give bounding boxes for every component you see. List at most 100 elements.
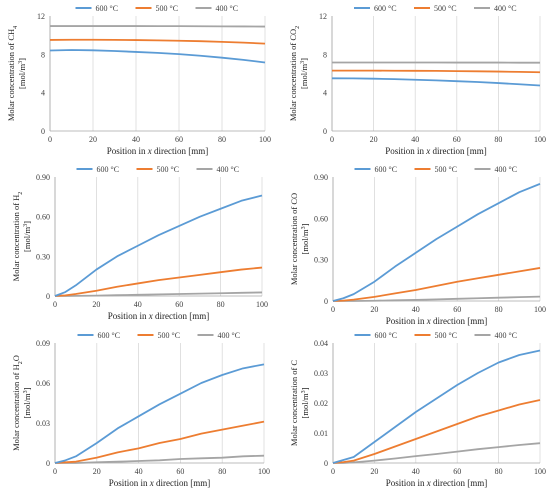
x-tick-label: 20 — [89, 135, 97, 144]
legend-label: 500 °C — [156, 4, 179, 13]
x-tick-label: 100 — [534, 305, 546, 314]
x-tick-label: 20 — [93, 467, 101, 476]
series-line-400 — [55, 454, 265, 464]
y-tick-label: 0.03 — [36, 419, 50, 428]
y-axis-unit: [mol/m3] — [300, 223, 310, 254]
x-tick-label: 20 — [370, 467, 378, 476]
y-axis-label: Molar concentration of H2 — [11, 192, 24, 282]
y-tick-label: 0.60 — [36, 213, 50, 222]
series-line-500 — [54, 420, 265, 464]
x-tick-label: 100 — [256, 300, 268, 309]
y-tick-label: 0.60 — [314, 214, 328, 223]
x-tick-label: 40 — [134, 300, 142, 309]
y-tick-label: 8 — [41, 50, 45, 59]
y-tick-label: 0 — [323, 127, 327, 136]
y-tick-label: 0.90 — [36, 173, 50, 182]
x-tick-label: 20 — [370, 135, 378, 144]
y-axis-label: Molar concentration of CH4 — [6, 26, 19, 121]
y-tick-label: 0.30 — [36, 252, 50, 261]
y-tick-label: 0.03 — [314, 369, 328, 378]
legend-label: 400 °C — [495, 331, 518, 340]
x-tick-label: 80 — [218, 467, 226, 476]
series-line-500 — [49, 38, 266, 45]
x-tick-label: 40 — [412, 467, 420, 476]
x-tick-label: 60 — [453, 305, 461, 314]
x-axis-label: Position in x direction [mm] — [108, 311, 210, 321]
y-axis-label: Molar concentration of CO — [289, 193, 299, 285]
x-tick-label: 100 — [259, 135, 271, 144]
y-tick-label: 8 — [323, 50, 327, 59]
chart-panel-4: 0 20 40 60 80 100 0 0.30 0.60 0.90 Position in x d… — [289, 165, 546, 326]
legend-label: 400 °C — [217, 165, 240, 174]
x-axis-label: Position in x direction [mm] — [386, 478, 488, 488]
x-tick-label: 80 — [218, 135, 226, 144]
chart-panel-2: 0 20 40 60 80 100 0 4 8 12 Position in x direction… — [288, 4, 546, 156]
y-tick-label: 4 — [323, 89, 327, 98]
series-line-600 — [54, 194, 263, 297]
legend-label: 600 °C — [374, 4, 397, 13]
y-tick-label: 0.09 — [36, 339, 50, 348]
y-tick-label: 12 — [319, 12, 327, 21]
legend-label: 600 °C — [96, 4, 119, 13]
y-tick-label: 0.90 — [314, 173, 328, 182]
x-tick-label: 40 — [132, 135, 140, 144]
legend-label: 500 °C — [158, 331, 181, 340]
series-line-400 — [55, 291, 263, 297]
y-tick-label: 0.04 — [314, 339, 328, 348]
x-tick-label: 100 — [258, 467, 270, 476]
series-line-600 — [332, 183, 541, 302]
series-line-400 — [333, 442, 541, 464]
y-tick-label: 0.01 — [314, 429, 328, 438]
y-axis-label: Molar concentration of CO2 — [288, 26, 301, 121]
x-tick-label: 60 — [175, 135, 183, 144]
x-axis-label: Position in x direction [mm] — [107, 146, 209, 156]
y-tick-label: 0.30 — [314, 256, 328, 265]
y-axis-unit: [mol/m3] — [17, 58, 27, 89]
y-tick-label: 0.06 — [36, 379, 50, 388]
x-tick-label: 80 — [495, 467, 503, 476]
series-line-600 — [49, 49, 266, 64]
chart-panel-1: 0 20 40 60 80 100 0 4 8 12 Position in x direction… — [6, 4, 271, 156]
series-line-600 — [332, 349, 541, 464]
x-tick-label: 80 — [217, 300, 225, 309]
legend-label: 400 °C — [494, 4, 517, 13]
y-axis-label: Molar concentration of C — [289, 360, 299, 446]
x-tick-label: 20 — [370, 305, 378, 314]
x-tick-label: 40 — [135, 467, 143, 476]
x-tick-label: 0 — [48, 135, 52, 144]
legend-label: 500 °C — [157, 165, 180, 174]
x-tick-label: 20 — [92, 300, 100, 309]
legend-label: 600 °C — [97, 165, 120, 174]
legend-label: 400 °C — [495, 165, 518, 174]
x-tick-label: 0 — [331, 305, 335, 314]
y-tick-label: 0 — [324, 297, 328, 306]
x-tick-label: 60 — [453, 467, 461, 476]
series-line-500 — [332, 399, 541, 464]
x-tick-label: 100 — [534, 467, 546, 476]
x-tick-label: 40 — [411, 135, 419, 144]
series-line-500 — [332, 267, 541, 302]
legend-label: 500 °C — [435, 331, 458, 340]
x-tick-label: 60 — [176, 467, 184, 476]
legend-label: 400 °C — [216, 4, 239, 13]
chart-panel-6: 0 20 40 60 80 100 0 0.01 0.02 0.03 0.04 Position in… — [289, 331, 546, 488]
x-tick-label: 80 — [494, 135, 502, 144]
x-tick-label: 80 — [495, 305, 503, 314]
x-axis-label: Position in x direction [mm] — [386, 316, 488, 326]
x-tick-label: 0 — [331, 467, 335, 476]
legend-label: 600 °C — [98, 331, 121, 340]
y-axis-label: Molar concentration of H2O — [11, 355, 24, 451]
y-tick-label: 0 — [46, 459, 50, 468]
chart-panel-3: 0 20 40 60 80 100 0 0.30 0.60 0.90 Position in x d… — [11, 165, 268, 321]
x-axis-label: Position in x direction [mm] — [109, 478, 211, 488]
y-axis-unit: [mol/m3] — [300, 387, 310, 418]
y-axis-unit: [mol/m3] — [22, 387, 32, 418]
legend-label: 400 °C — [218, 331, 241, 340]
y-axis-unit: [mol/m3] — [299, 58, 309, 89]
x-tick-label: 0 — [330, 135, 334, 144]
series-line-600 — [331, 77, 541, 87]
y-tick-label: 12 — [37, 12, 45, 21]
y-tick-label: 0 — [324, 459, 328, 468]
x-axis-label: Position in x direction [mm] — [385, 146, 487, 156]
x-tick-label: 40 — [412, 305, 420, 314]
